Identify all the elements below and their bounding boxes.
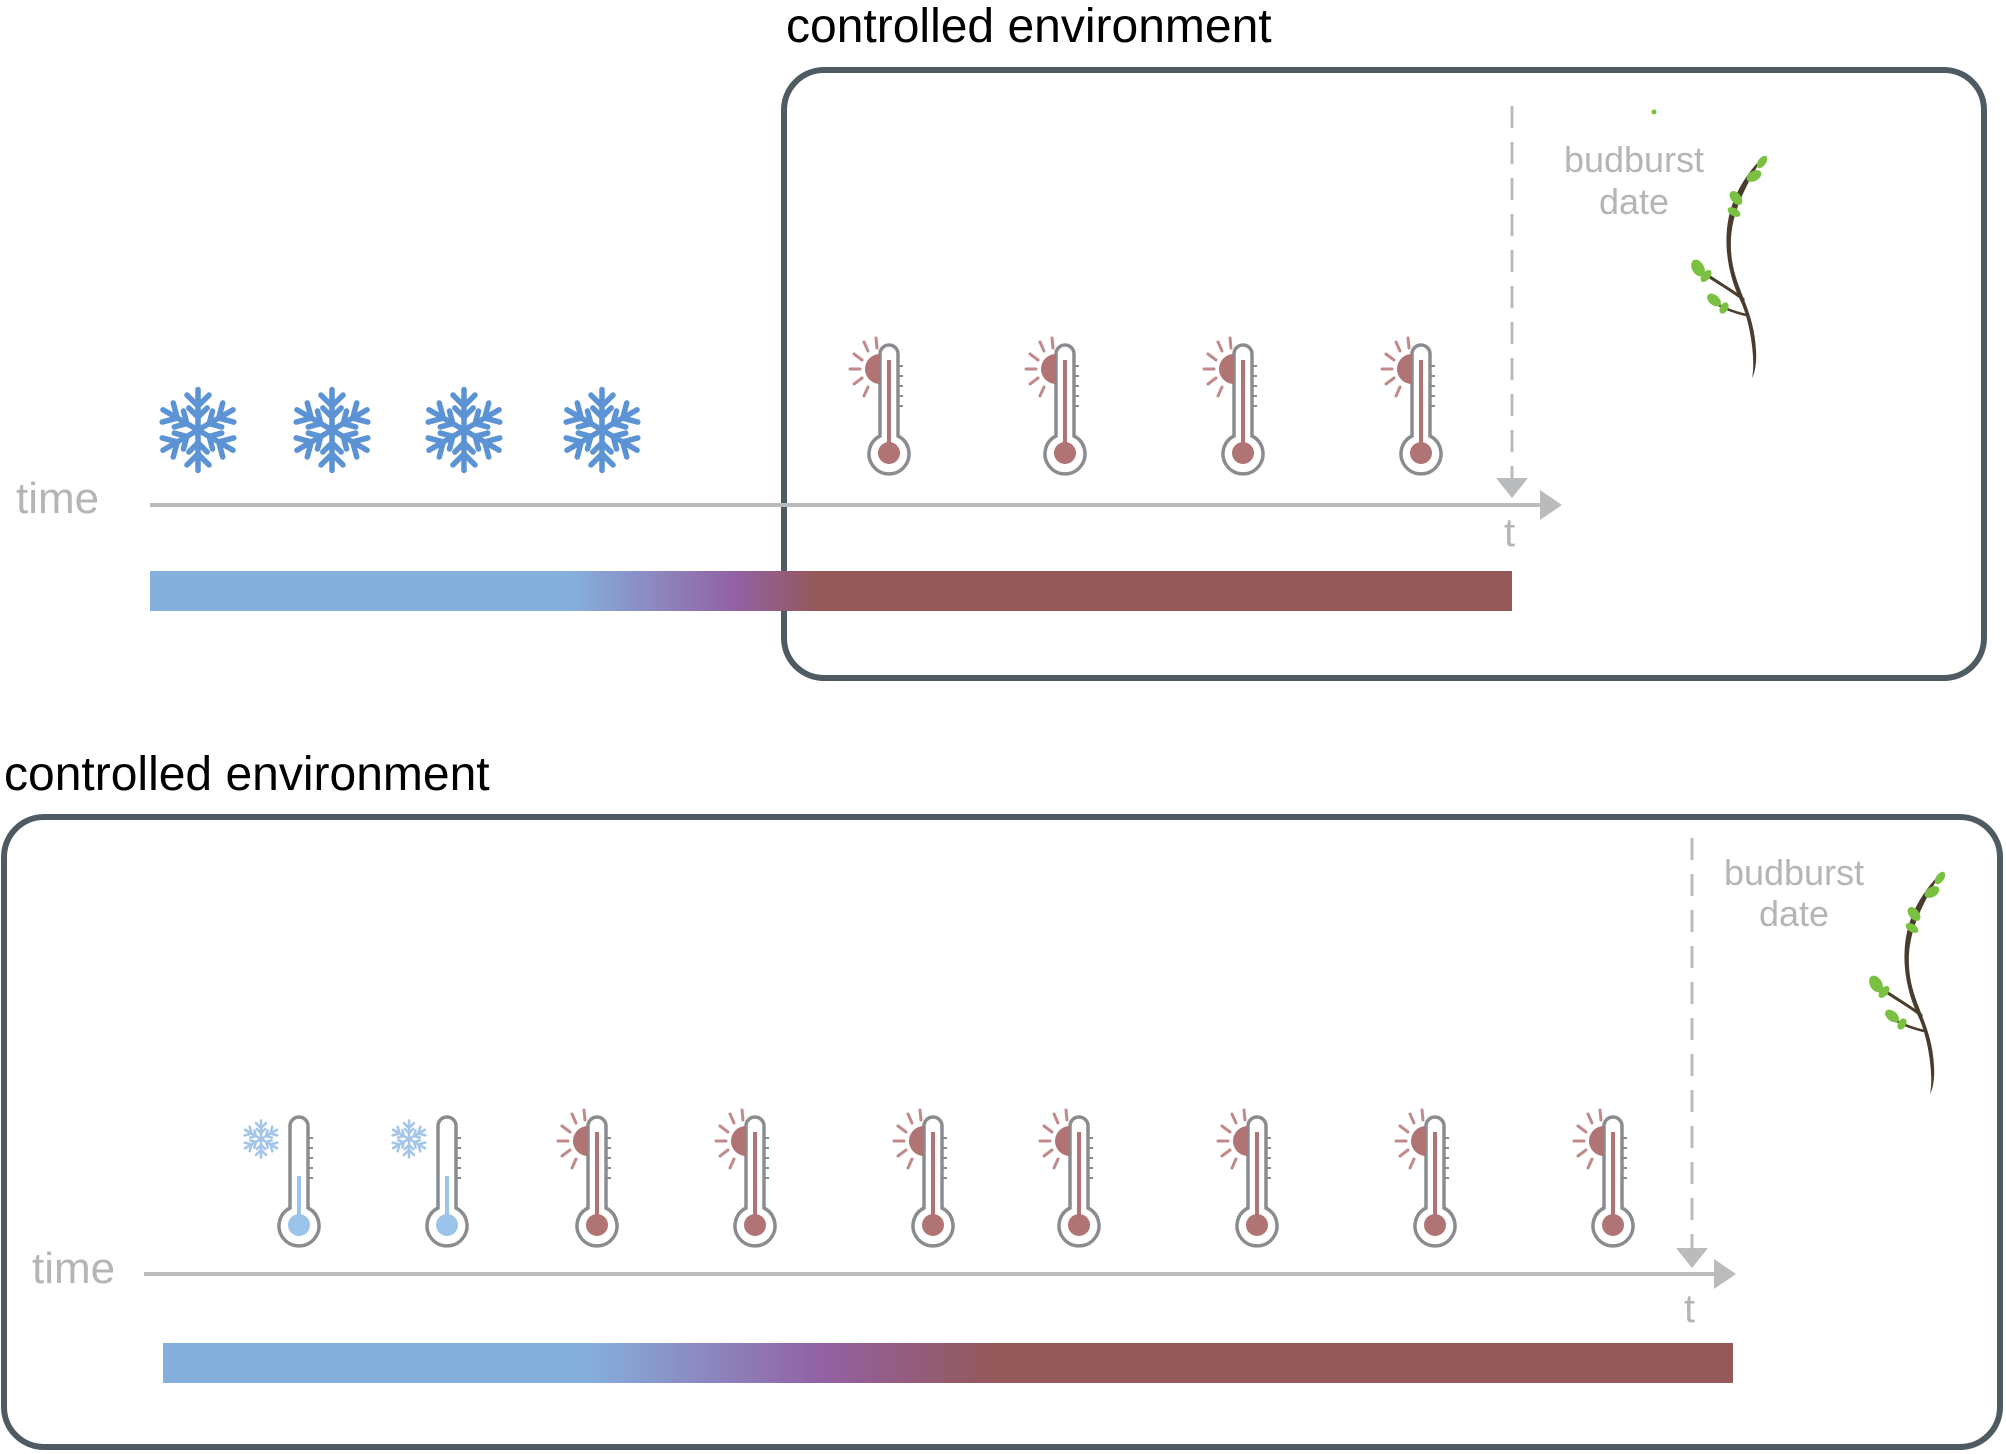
budding-branch-icon (1864, 868, 1949, 1096)
controlled-environment-frame-1 (781, 67, 1987, 681)
warm-thermometer-icon (1024, 336, 1087, 476)
temperature-bar-1 (150, 571, 1512, 611)
panel-2-title: controlled environment (4, 748, 490, 801)
warm-thermometer-icon (892, 1108, 955, 1248)
temperature-bar-2 (163, 1343, 1733, 1383)
panel-2: controlled environment time t budburst d… (1, 748, 2003, 1450)
time-axis-label-2: time (32, 1244, 115, 1293)
budding-branch-icon (1686, 152, 1771, 380)
cold-thermometer-icon (242, 1117, 319, 1246)
leaf-dot (1651, 109, 1657, 115)
warm-thermometer-icon (1202, 336, 1265, 476)
budburst-arrowhead-2 (1676, 1248, 1708, 1268)
warm-thermometer-icon (714, 1108, 777, 1248)
panel-1: controlled environment time t budburst d… (16, 0, 1987, 681)
controlled-environment-frame-2 (1, 814, 2003, 1450)
budburst-label-2-line1: budburst (1724, 852, 1864, 893)
budburst-arrowhead-1 (1496, 478, 1528, 498)
warm-thermometer-icon (1038, 1108, 1101, 1248)
budburst-label-1-line1: budburst (1564, 139, 1704, 180)
snowflake-icon (561, 390, 642, 471)
t-label-1: t (1504, 511, 1515, 555)
cold-thermometer-icon (390, 1117, 467, 1246)
t-label-2: t (1684, 1287, 1695, 1331)
warm-thermometer-icon (1216, 1108, 1279, 1248)
snowflake-icon (157, 390, 238, 471)
budburst-label-2-line2: date (1759, 893, 1829, 934)
warm-thermometer-icon (1572, 1108, 1635, 1248)
snowflake-icon (291, 390, 372, 471)
time-axis-arrowhead-2 (1714, 1259, 1736, 1289)
budburst-label-1-line2: date (1599, 181, 1669, 222)
time-axis-arrowhead-1 (1540, 490, 1562, 520)
panel-1-title: controlled environment (786, 0, 1272, 53)
snowflake-icon (423, 390, 504, 471)
time-axis-label-1: time (16, 474, 99, 523)
warm-thermometer-icon (1380, 336, 1443, 476)
warm-thermometer-icon (848, 336, 911, 476)
warm-thermometer-icon (556, 1108, 619, 1248)
warm-thermometer-icon (1394, 1108, 1457, 1248)
